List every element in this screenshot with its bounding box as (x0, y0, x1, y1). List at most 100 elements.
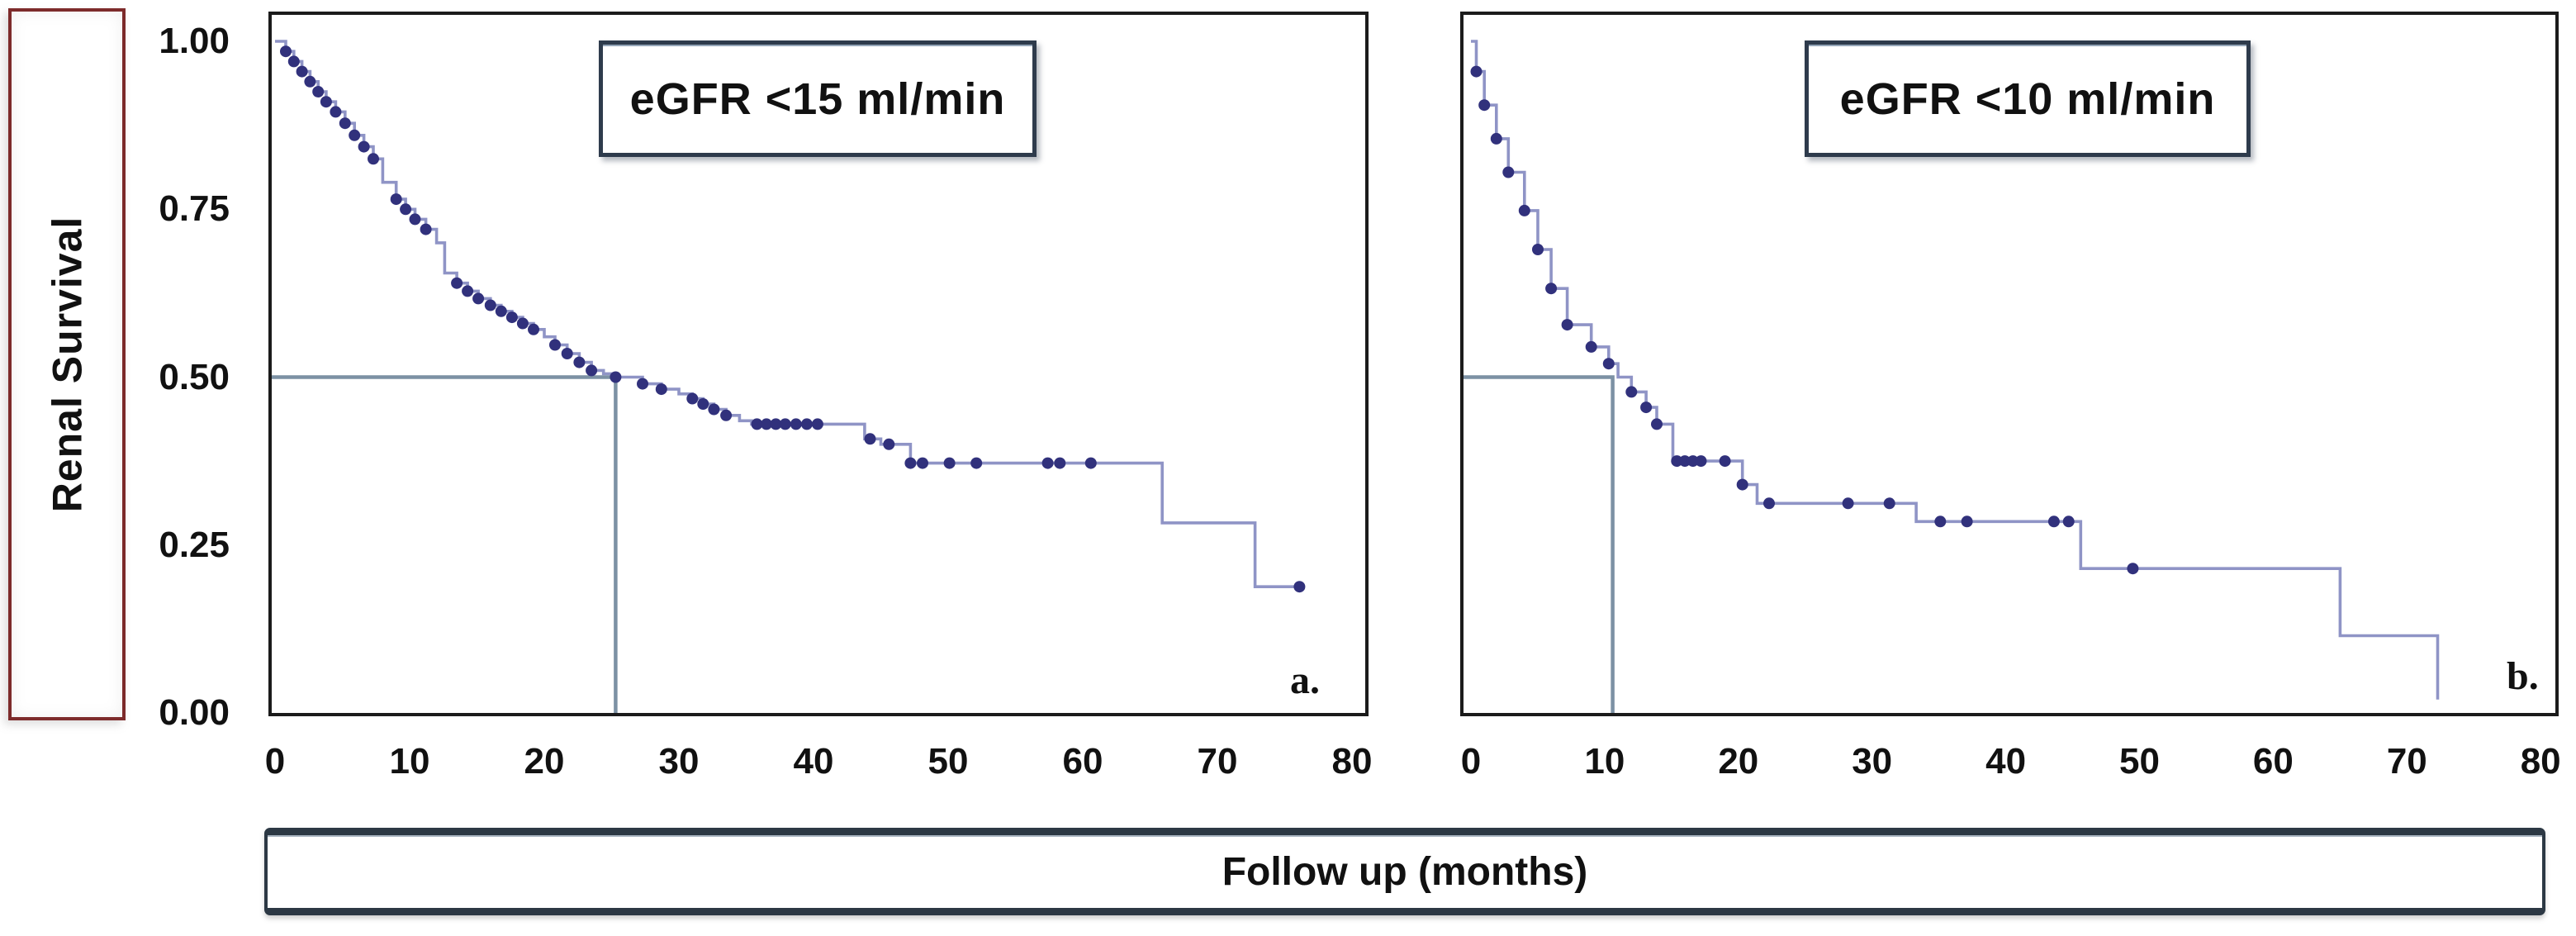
censor-mark (462, 285, 474, 297)
censor-mark (943, 457, 956, 469)
censor-mark (1293, 581, 1306, 593)
panel-a-title: eGFR <15 ml/min (629, 74, 1006, 124)
censor-mark (516, 317, 529, 330)
censor-mark (917, 457, 928, 469)
survival-step-curve (1471, 40, 2440, 700)
censor-mark (800, 418, 813, 430)
x-axis-label-box: Follow up (months) (264, 828, 2545, 915)
km-curve-egfr15 (272, 40, 1306, 713)
censor-mark (1695, 455, 1707, 468)
censor-mark (296, 65, 308, 78)
censor-mark (2062, 516, 2075, 528)
censor-mark (697, 398, 709, 410)
y-tick-label: 0.25 (159, 524, 230, 565)
x-tick-label: 10 (389, 741, 430, 782)
x-tick-label: 80 (1331, 741, 1373, 782)
censor-mark (390, 193, 402, 206)
censor-mark (1054, 457, 1066, 469)
censor-mark (368, 153, 379, 165)
censor-mark (1518, 204, 1530, 216)
x-axis-label: Follow up (months) (1222, 849, 1588, 894)
censor-mark (1763, 497, 1775, 510)
x-tick-label: 30 (1852, 741, 1893, 782)
x-tick-label: 30 (658, 741, 700, 782)
censor-mark (400, 203, 412, 216)
x-tick-label: 0 (264, 741, 286, 782)
x-tick-label: 10 (1584, 741, 1625, 782)
median-survival-reference-line (272, 375, 618, 713)
censor-mark (1719, 455, 1731, 468)
censor-mark (655, 383, 667, 396)
y-tick-label: 1.00 (159, 21, 230, 61)
censor-mark (761, 418, 772, 430)
censor-mark (409, 213, 421, 226)
censor-mark (339, 117, 351, 130)
censor-mark (330, 106, 342, 118)
censor-mark (751, 418, 763, 430)
censor-mark (1502, 166, 1515, 178)
censor-mark (280, 45, 292, 58)
censor-mark (720, 409, 733, 421)
x-tick-label: 60 (2252, 741, 2294, 782)
y-tick-label: 0.50 (159, 356, 230, 397)
censor-mark (586, 364, 598, 377)
censor-mark (790, 418, 802, 430)
panel-a-letter: a. (1290, 658, 1320, 702)
censor-mark (1961, 516, 1973, 528)
censor-mark (811, 418, 823, 430)
censor-mark (1585, 340, 1597, 353)
censor-mark (451, 277, 463, 289)
x-tick-label: 50 (927, 741, 969, 782)
censor-mark (505, 311, 518, 324)
censor-mark (1490, 132, 1502, 145)
censor-mark (549, 339, 561, 351)
censor-mark (1686, 455, 1699, 468)
x-tick-label: 20 (1718, 741, 1759, 782)
censor-mark (304, 75, 316, 88)
censor-mark (1842, 497, 1854, 510)
censor-mark (472, 292, 485, 305)
x-tick-label: 40 (1985, 741, 2027, 782)
panel-b-title-box: eGFR <10 ml/min (1805, 40, 2251, 157)
x-tick-label: 60 (1062, 741, 1103, 782)
censor-mark (708, 403, 720, 416)
censor-mark (528, 323, 539, 335)
y-tick-label: 0.75 (159, 188, 230, 230)
censor-mark (1883, 497, 1895, 510)
censor-mark (312, 86, 325, 97)
censor-mark (1470, 65, 1483, 78)
censor-mark (1671, 455, 1683, 468)
censor-mark (610, 371, 622, 383)
censor-mark (864, 433, 876, 445)
censor-mark (287, 55, 300, 68)
censor-mark (358, 140, 370, 153)
censor-mark (770, 418, 782, 430)
censor-mark (1478, 99, 1491, 112)
censor-mark (2127, 563, 2139, 575)
y-tick-label: 0.00 (159, 692, 230, 733)
censor-mark (970, 457, 983, 469)
x-tick-label: 70 (2386, 741, 2427, 782)
censor-mark (561, 348, 573, 359)
censor-mark (779, 418, 791, 430)
y-axis-label: Renal Survival (44, 216, 91, 513)
censor-mark (573, 356, 586, 368)
censor-mark (883, 438, 895, 450)
x-tick-label: 0 (1460, 741, 1482, 782)
x-tick-label: 40 (793, 741, 834, 782)
censor-mark (2047, 516, 2060, 528)
panel-a-title-box: eGFR <15 ml/min (599, 40, 1037, 157)
censor-mark (1532, 244, 1544, 255)
censor-mark (1625, 386, 1638, 398)
censor-mark (484, 299, 496, 311)
y-axis-label-box: Renal Survival (8, 8, 126, 720)
censor-mark (320, 96, 332, 108)
censor-mark (1679, 455, 1691, 468)
censor-mark (1602, 358, 1615, 370)
km-curve-egfr10 (1464, 40, 2440, 713)
x-tick-label: 80 (2520, 741, 2561, 782)
x-tick-label: 20 (524, 741, 565, 782)
censor-mark (1640, 401, 1653, 414)
panel-b-letter: b. (2507, 654, 2539, 698)
censor-mark (1934, 516, 1947, 528)
